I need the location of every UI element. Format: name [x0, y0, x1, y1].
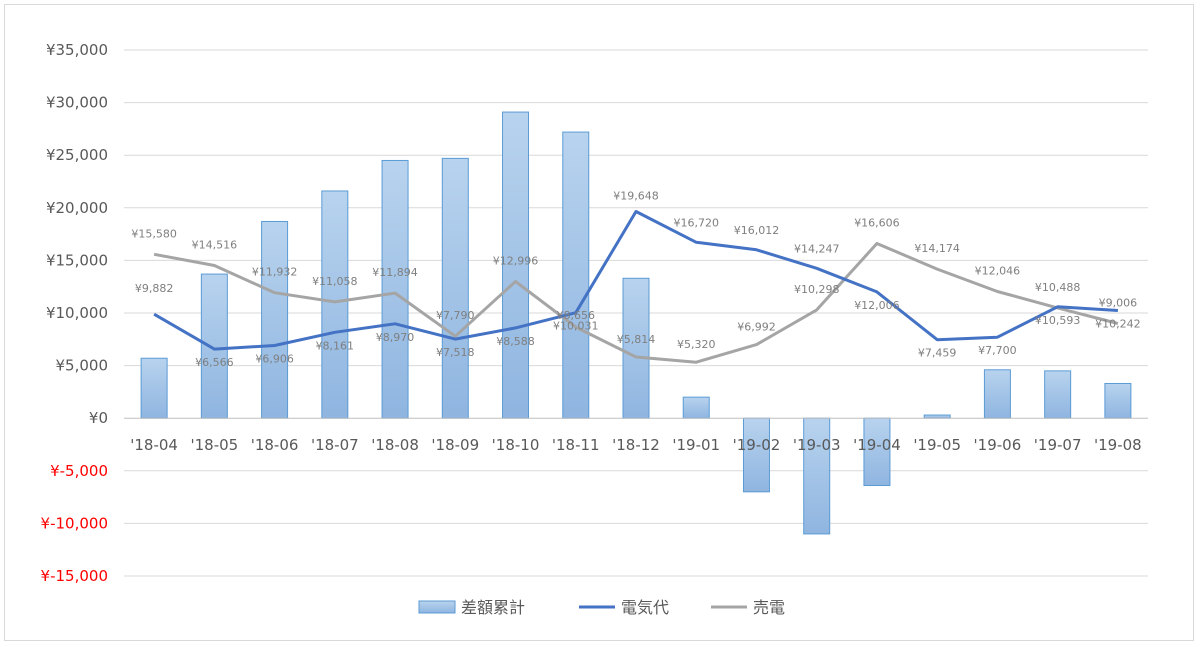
data-label: ¥16,012: [734, 224, 780, 237]
x-tick-label: '18-06: [251, 436, 299, 454]
data-label: ¥10,593: [1035, 314, 1081, 327]
data-label: ¥7,700: [978, 344, 1017, 357]
data-label: ¥14,247: [794, 242, 840, 255]
data-label: ¥11,058: [312, 275, 358, 288]
data-label: ¥6,906: [255, 353, 294, 366]
x-tick-label: '19-02: [733, 436, 781, 454]
bar: [381, 159, 409, 419]
y-tick-label: ¥25,000: [46, 146, 108, 164]
x-tick-label: '18-10: [492, 436, 540, 454]
bar: [983, 369, 1011, 419]
y-tick-label: ¥-5,000: [50, 462, 108, 480]
bar: [682, 396, 710, 419]
y-tick-label: ¥10,000: [46, 304, 108, 322]
data-label: ¥5,814: [617, 333, 656, 346]
data-label: ¥7,459: [918, 347, 957, 360]
bar: [261, 220, 289, 419]
x-tick-label: '18-07: [311, 436, 359, 454]
chart-frame: ¥35,000 ¥30,000 ¥25,000 ¥20,000 ¥15,000 ¥10,0…: [4, 4, 1194, 641]
bar: [502, 111, 530, 419]
bar: [742, 417, 770, 493]
bar: [1104, 382, 1132, 419]
x-tick-label: '19-08: [1094, 436, 1142, 454]
x-tick-label: '18-08: [371, 436, 419, 454]
bar: [863, 417, 891, 487]
data-label: ¥8,656: [557, 309, 596, 322]
data-label: ¥19,648: [613, 190, 659, 203]
x-tick-label: '19-04: [853, 436, 901, 454]
y-tick-label: ¥15,000: [46, 251, 108, 269]
y-tick-label: ¥-15,000: [41, 567, 108, 585]
y-tick-label: ¥35,000: [46, 41, 108, 59]
x-tick-label: '18-04: [130, 436, 178, 454]
data-label: ¥8,588: [496, 335, 535, 348]
series-line: [153, 242, 1119, 364]
combo-chart: ¥35,000 ¥30,000 ¥25,000 ¥20,000 ¥15,000 ¥10,0…: [41, 41, 1148, 617]
data-label: ¥10,031: [553, 320, 599, 333]
bar: [321, 190, 349, 419]
legend-swatch: [418, 600, 456, 614]
data-label: ¥6,566: [195, 356, 234, 369]
data-label: ¥15,580: [131, 227, 177, 240]
bar: [200, 273, 228, 419]
data-label: ¥16,720: [673, 216, 719, 229]
x-tick-label: '19-06: [974, 436, 1022, 454]
legend: 差額累計 電気代 売電: [418, 598, 785, 617]
data-label: ¥11,894: [372, 266, 418, 279]
data-label: ¥14,516: [192, 238, 238, 251]
legend-label: 売電: [753, 598, 785, 617]
bar: [441, 157, 469, 419]
data-label: ¥5,320: [677, 338, 716, 351]
data-label: ¥9,006: [1099, 296, 1138, 309]
data-labels: ¥9,882 ¥6,566 ¥6,906 ¥8,161 ¥8,970 ¥7,518 ¥8,5…: [131, 190, 1140, 370]
x-tick-label: '18-05: [190, 436, 238, 454]
bar: [140, 357, 168, 419]
y-axis: ¥35,000 ¥30,000 ¥25,000 ¥20,000 ¥15,000 ¥10,0…: [41, 41, 108, 585]
data-label: ¥10,488: [1035, 281, 1081, 294]
data-label: ¥8,970: [376, 331, 415, 344]
legend-label: 差額累計: [461, 598, 525, 617]
data-label: ¥10,298: [794, 283, 840, 296]
x-tick-label: '18-11: [552, 436, 600, 454]
data-label: ¥6,992: [737, 321, 776, 334]
data-label: ¥10,242: [1095, 317, 1141, 330]
data-label: ¥7,518: [436, 346, 475, 359]
x-tick-label: '18-12: [612, 436, 660, 454]
data-label: ¥16,606: [854, 217, 900, 230]
data-label: ¥8,161: [316, 339, 355, 352]
bar: [1044, 370, 1072, 419]
x-tick-label: '18-09: [431, 436, 479, 454]
x-tick-label: '19-05: [913, 436, 961, 454]
data-label: ¥12,996: [493, 254, 539, 267]
bar: [622, 277, 650, 419]
line-series: [153, 210, 1119, 364]
data-label: ¥11,932: [252, 266, 298, 279]
x-tick-label: '19-03: [793, 436, 841, 454]
data-label: ¥14,174: [914, 242, 960, 255]
data-label: ¥7,790: [436, 309, 475, 322]
y-tick-label: ¥30,000: [46, 94, 108, 112]
y-tick-label: ¥-10,000: [41, 514, 108, 532]
series-line: [153, 210, 1118, 351]
x-tick-label: '19-01: [672, 436, 720, 454]
bar: [562, 131, 590, 419]
legend-label: 電気代: [621, 598, 669, 617]
data-label: ¥9,882: [135, 282, 174, 295]
x-tick-label: '19-07: [1034, 436, 1082, 454]
x-axis: '18-04 '18-05 '18-06 '18-07 '18-08 '18-09 '18-…: [130, 436, 1141, 454]
data-label: ¥12,006: [854, 299, 900, 312]
y-tick-label: ¥5,000: [56, 357, 109, 375]
y-tick-label: ¥0: [89, 409, 108, 427]
data-label: ¥12,046: [975, 264, 1021, 277]
y-tick-label: ¥20,000: [46, 199, 108, 217]
